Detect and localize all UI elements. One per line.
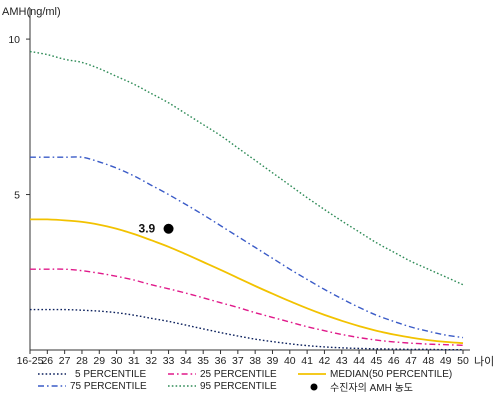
x-tick-label: 43	[336, 355, 348, 367]
patient-amh-marker	[163, 223, 174, 234]
x-tick-label: 42	[319, 355, 331, 367]
patient-amh-value-label: 3.9	[139, 222, 156, 236]
x-tick-label: 32	[145, 355, 157, 367]
x-tick-label: 46	[388, 355, 400, 367]
x-tick-label: 45	[371, 355, 383, 367]
marker-layer: 3.9	[139, 222, 174, 236]
x-tick-label: 33	[163, 355, 175, 367]
x-tick-label: 26	[41, 355, 53, 367]
x-tick-label: 48	[423, 355, 435, 367]
x-tick-label: 39	[267, 355, 279, 367]
legend-label-median-50-percentile: MEDIAN(50 PERCENTILE)	[330, 369, 452, 380]
y-tick-label: 10	[8, 34, 20, 46]
y-tick-label: 5	[14, 190, 20, 202]
series-line-5-percentile	[29, 308, 463, 351]
y-axis: AMH(ng/ml) 5 10	[2, 6, 61, 350]
series-line-95-percentile	[29, 50, 464, 286]
legend-swatch-patient-marker	[310, 383, 318, 391]
x-tick-label: 30	[111, 355, 123, 367]
legend-label-95-percentile: 95 PERCENTILE	[200, 381, 277, 392]
x-tick-label: 41	[301, 355, 313, 367]
x-tick-label: 34	[180, 355, 192, 367]
x-tick-label: 50	[457, 355, 469, 367]
x-tick-label: 49	[440, 355, 452, 367]
x-tick-label: 27	[59, 355, 71, 367]
x-tick-label: 35	[197, 355, 209, 367]
legend: 5 PERCENTILE 25 PERCENTILE MEDIAN(50 PERCE…	[38, 369, 452, 394]
x-tick-label: 36	[215, 355, 227, 367]
legend-label-75-percentile: 75 PERCENTILE	[70, 381, 147, 392]
x-tick-label: 37	[232, 355, 244, 367]
series-line-25-percentile	[30, 268, 464, 346]
x-tick-label: 38	[249, 355, 261, 367]
series-line-median-50-percentile	[29, 218, 464, 345]
x-tick-label: 29	[93, 355, 105, 367]
x-tick-label: 47	[405, 355, 417, 367]
legend-label-patient-marker: 수진자의 AMH 농도	[330, 382, 413, 394]
x-tick-label: 16-25	[17, 355, 44, 367]
y-axis-title: AMH(ng/ml)	[2, 6, 61, 18]
x-tick-label: 28	[76, 355, 88, 367]
series-lines	[29, 50, 464, 351]
x-axis-title: 나이	[474, 355, 494, 368]
x-tick-label: 44	[353, 355, 365, 367]
x-tick-label: 31	[128, 355, 140, 367]
legend-label-5-percentile: 5 PERCENTILE	[75, 369, 146, 380]
legend-label-25-percentile: 25 PERCENTILE	[200, 369, 277, 380]
x-tick-label: 40	[284, 355, 296, 367]
series-line-75-percentile	[30, 156, 464, 339]
